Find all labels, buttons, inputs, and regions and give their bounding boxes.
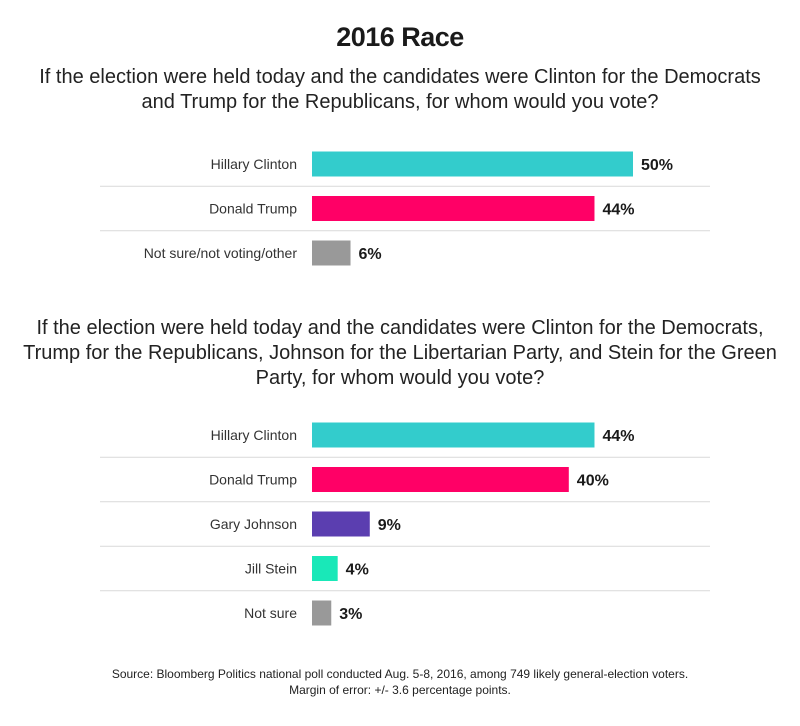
bar-hillary-clinton [312,151,633,177]
category-label-donald-trump: Donald Trump [209,201,297,217]
chart-title: 2016 Race [336,22,464,52]
category-label-jill-stein: Jill Stein [245,561,297,577]
bar-gary-johnson [312,511,370,537]
value-label-hillary-clinton: 44% [602,428,634,445]
category-label-not-sure: Not sure [244,605,297,621]
value-label-hillary-clinton: 50% [641,157,673,174]
question-2: If the election were held today and the … [23,317,777,389]
category-label-hillary-clinton: Hillary Clinton [211,427,297,443]
bar-hillary-clinton [312,422,595,448]
bar-donald-trump [312,467,569,492]
bar-not-sure [312,600,332,626]
chart-four-way: Hillary Clinton 44% Donald Trump 40% Gary Jo… [100,422,710,626]
value-label-not-sure-not-voting-other: 6% [359,246,382,263]
value-label-gary-johnson: 9% [378,517,401,534]
source-note: Source: Bloomberg Politics national poll… [0,666,800,698]
margin-of-error: Margin of error: +/- 3.6 percentage poin… [289,683,511,697]
value-label-donald-trump: 44% [602,202,634,219]
category-label-donald-trump: Donald Trump [209,472,297,488]
category-label-hillary-clinton: Hillary Clinton [211,156,297,172]
question-1: If the election were held today and the … [39,66,761,113]
category-label-not-sure-not-voting-other: Not sure/not voting/other [144,245,298,261]
value-label-donald-trump: 40% [577,473,609,490]
source-line: Source: Bloomberg Politics national poll… [111,667,689,681]
bar-not-sure-not-voting-other [312,240,351,266]
chart-two-way: Hillary Clinton 50% Donald Trump 44% Not sur… [100,151,710,266]
value-label-not-sure: 3% [339,606,362,623]
bar-donald-trump [312,196,595,221]
bar-jill-stein [312,556,338,581]
value-label-jill-stein: 4% [346,562,369,579]
category-label-gary-johnson: Gary Johnson [210,516,297,532]
